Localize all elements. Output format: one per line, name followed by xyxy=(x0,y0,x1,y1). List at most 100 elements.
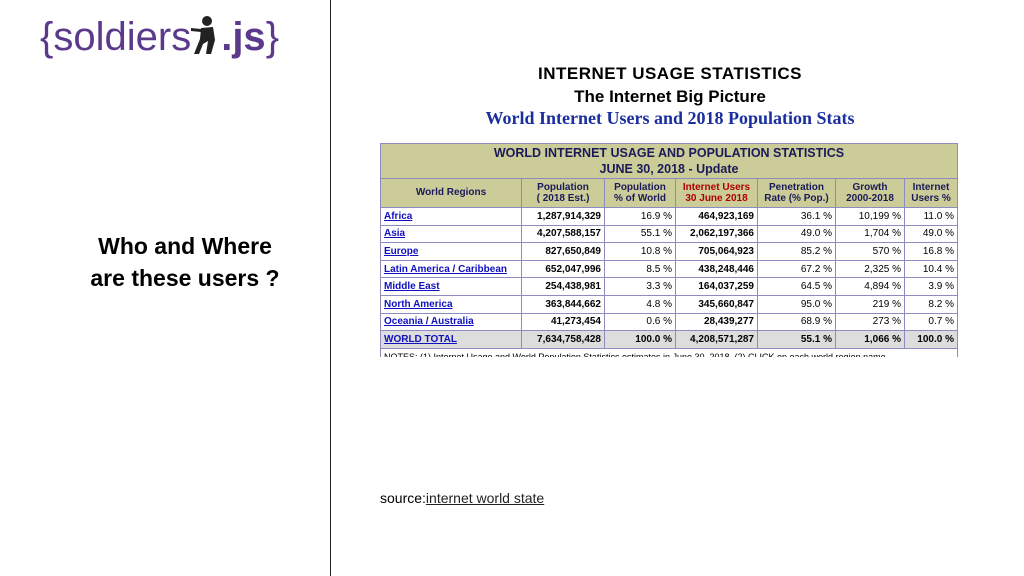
table-cell: 1,704 % xyxy=(836,225,904,243)
table-title-line: JUNE 30, 2018 - Update xyxy=(599,162,739,176)
table-cell: 49.0 % xyxy=(758,225,835,243)
table-cell: 49.0 % xyxy=(905,225,957,243)
source: source:internet world state xyxy=(380,490,544,506)
table-cell: 7,634,758,428 xyxy=(522,331,604,348)
subheading: The Internet Big Picture xyxy=(574,87,766,106)
table-title: WORLD INTERNET USAGE AND POPULATION STAT… xyxy=(381,144,957,178)
region-link[interactable]: North America xyxy=(384,298,453,310)
region-cell: Latin America / Caribbean xyxy=(381,260,521,278)
region-link[interactable]: Africa xyxy=(384,210,413,222)
column-header: World Regions xyxy=(381,179,521,207)
logo-brace: { xyxy=(40,15,54,59)
table-cell: 100.0 % xyxy=(905,331,957,348)
table-cell: 67.2 % xyxy=(758,260,835,278)
table-cell: 55.1 % xyxy=(605,225,675,243)
column-header-line: Internet Users xyxy=(682,181,751,193)
table-cell: 55.1 % xyxy=(758,331,835,348)
table-cell: 16.8 % xyxy=(905,243,957,260)
column-header: Population% of World xyxy=(605,179,675,207)
source-link[interactable]: internet world state xyxy=(425,490,545,506)
column-header-line: 30 June 2018 xyxy=(685,193,748,204)
region-cell: North America xyxy=(381,295,521,313)
table-cell: 570 % xyxy=(836,243,904,260)
logo: {soldiers .js} xyxy=(40,14,279,60)
table-cell: 4,207,588,157 xyxy=(522,225,604,243)
logo-name: soldiers xyxy=(53,15,192,59)
table-cell: 85.2 % xyxy=(758,243,835,260)
table-cell: 0.6 % xyxy=(605,313,675,331)
region-cell: Europe xyxy=(381,243,521,260)
header-row: World Regions Population( 2018 Est.) Popul… xyxy=(381,179,957,207)
table-row: Middle East 254,438,981 3.3 % 164,037,259 64… xyxy=(381,278,957,295)
table-cell: 0.7 % xyxy=(905,313,957,331)
column-header-line: Penetration xyxy=(768,181,824,193)
table-cell: 4,894 % xyxy=(836,278,904,295)
table-cell: 705,064,923 xyxy=(676,243,757,260)
table-cell: 8.5 % xyxy=(605,260,675,278)
table-cell: 36.1 % xyxy=(758,208,835,225)
table-cell: 10,199 % xyxy=(836,208,904,225)
table-cell: 10.8 % xyxy=(605,243,675,260)
title-row: WORLD INTERNET USAGE AND POPULATION STAT… xyxy=(381,144,957,178)
column-header-line: ( 2018 Est.) xyxy=(536,193,590,204)
table-cell: 100.0 % xyxy=(605,331,675,348)
table-cell: 345,660,847 xyxy=(676,295,757,313)
question-line: are these users ? xyxy=(90,265,280,291)
column-header-line: Growth xyxy=(852,181,888,193)
region-cell: Asia xyxy=(381,225,521,243)
region-cell: Oceania / Australia xyxy=(381,313,521,331)
notes-row: NOTES: (1) Internet Usage and World Popu… xyxy=(381,348,957,357)
table-cell: 1,287,914,329 xyxy=(522,208,604,225)
table-cell: 3.9 % xyxy=(905,278,957,295)
table-cell: 827,650,849 xyxy=(522,243,604,260)
table-cell: 438,248,446 xyxy=(676,260,757,278)
table-cell: 1,066 % xyxy=(836,331,904,348)
table-cell: 11.0 % xyxy=(905,208,957,225)
column-header: Population( 2018 Est.) xyxy=(522,179,604,207)
table-cell: 28,439,277 xyxy=(676,313,757,331)
table-cell: 2,062,197,366 xyxy=(676,225,757,243)
table-row: Latin America / Caribbean 652,047,996 8.5 … xyxy=(381,260,957,278)
table-cell: 219 % xyxy=(836,295,904,313)
table-title-line: WORLD INTERNET USAGE AND POPULATION STAT… xyxy=(493,146,845,160)
table-cell: 4,208,571,287 xyxy=(676,331,757,348)
table-cell: 4.8 % xyxy=(605,295,675,313)
region-link[interactable]: Middle East xyxy=(384,281,440,293)
table-row: North America 363,844,662 4.8 % 345,660,847… xyxy=(381,295,957,313)
table-cell: 16.9 % xyxy=(605,208,675,225)
table-cell: 3.3 % xyxy=(605,278,675,295)
column-header: Penetration Rate (% Pop.) xyxy=(758,179,835,207)
region-cell: Middle East xyxy=(381,278,521,295)
table-cell: 164,037,259 xyxy=(676,278,757,295)
column-header-line: Internet xyxy=(912,181,950,193)
table-cell: 41,273,454 xyxy=(522,313,604,331)
table-row: Oceania / Australia 41,273,454 0.6 % 28,439… xyxy=(381,313,957,331)
table-cell: 8.2 % xyxy=(905,295,957,313)
subheading: World Internet Users and 2018 Population… xyxy=(485,108,855,128)
table-row: WORLD TOTAL 7,634,758,428 100.0 % 4,208,571… xyxy=(381,331,957,348)
table-cell: 10.4 % xyxy=(905,260,957,278)
column-header: Internet Users % xyxy=(905,179,957,207)
column-header-line: Population xyxy=(537,181,589,193)
column-header-line: Rate (% Pop.) xyxy=(764,193,829,204)
soldier-icon xyxy=(191,16,216,54)
divider xyxy=(330,0,331,576)
table-row: Asia 4,207,588,157 55.1 % 2,062,197,366 49.0… xyxy=(381,225,957,243)
region-cell: Africa xyxy=(381,208,521,225)
region-cell: WORLD TOTAL xyxy=(381,331,521,348)
table-cell: 254,438,981 xyxy=(522,278,604,295)
column-header-line: Users % xyxy=(911,193,951,204)
question: Who and Where are these users ? xyxy=(60,230,310,294)
region-link[interactable]: Oceania / Australia xyxy=(384,316,474,328)
table-cell: 68.9 % xyxy=(758,313,835,331)
table-screenshot: WORLD INTERNET USAGE AND POPULATION STAT… xyxy=(380,143,958,357)
region-link[interactable]: WORLD TOTAL xyxy=(384,333,457,345)
table-cell: 95.0 % xyxy=(758,295,835,313)
region-link[interactable]: Asia xyxy=(384,228,406,240)
logo-ext: .js xyxy=(221,15,266,59)
table-row: Africa 1,287,914,329 16.9 % 464,923,169 36.1… xyxy=(381,208,957,225)
region-link[interactable]: Europe xyxy=(384,245,419,257)
column-header-line: 2000-2018 xyxy=(846,193,894,204)
region-link[interactable]: Latin America / Caribbean xyxy=(384,263,507,275)
